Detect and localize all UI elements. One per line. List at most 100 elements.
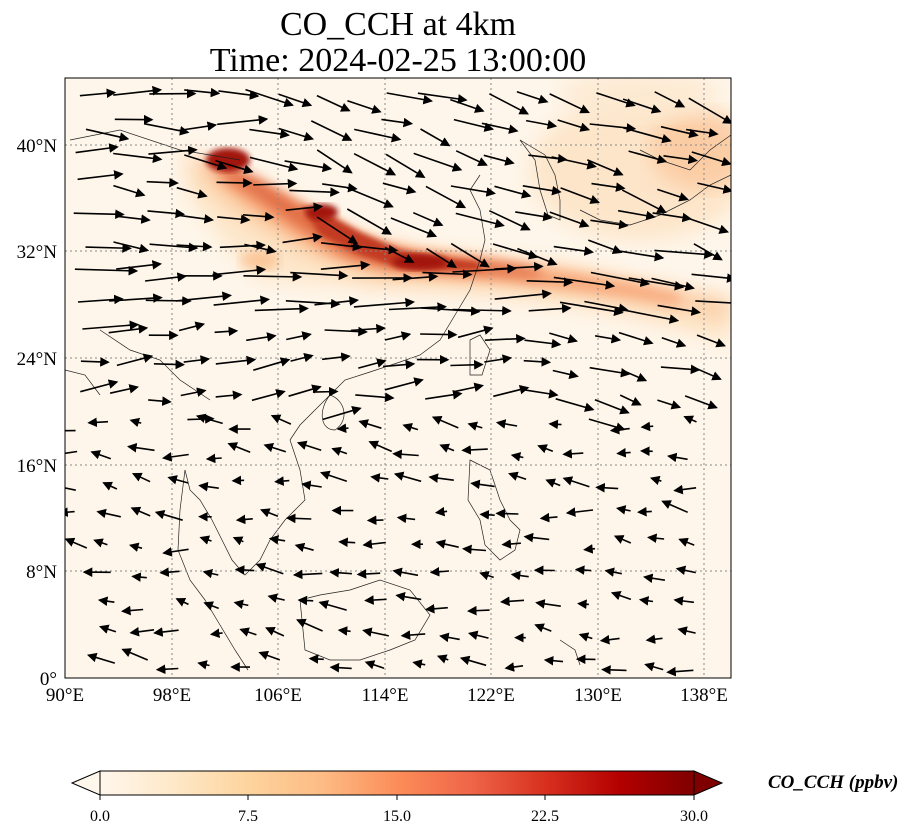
wind-arrow [535,599,561,609]
wind-arrow [522,185,562,196]
wind-arrow [661,337,687,348]
x-tick: 98°E [153,685,191,706]
x-tick: 106°E [254,685,302,706]
wind-arrow [555,398,595,412]
wind-arrow [623,127,672,144]
wind-arrow [651,277,695,291]
wind-arrow [516,90,549,104]
wind-arrow [274,476,290,486]
colorbar-label: CO_CCH (ppbv) [768,772,898,793]
y-axis-ticks: 0° 8°N 16°N 24°N 32°N 40°N [17,136,58,690]
wind-arrow [388,302,447,312]
wind-arrow [613,535,632,544]
wind-arrow [346,186,394,208]
wind-arrow [85,243,132,253]
wind-arrow [113,184,146,198]
wind-arrow [426,247,458,268]
wind-arrow [439,632,460,643]
wind-arrow [301,480,322,491]
wind-arrow [578,632,593,642]
wind-arrow [420,329,458,340]
wind-arrow [316,216,359,244]
x-tick: 90°E [46,685,84,706]
wind-arrow [434,506,448,517]
wind-arrow [647,533,665,543]
wind-arrow [233,599,249,609]
wind-arrow [654,249,714,260]
wind-arrow [79,88,117,99]
wind-arrow [80,379,119,393]
wind-arrow [118,214,151,224]
wind-arrow [685,128,719,138]
wind-arrow [217,214,251,224]
wind-arrow [421,306,481,316]
wind-arrow [384,246,415,263]
wind-arrow [209,628,223,639]
wind-arrow [621,189,667,214]
wind-arrow [176,186,208,199]
wind-arrow [199,535,212,545]
wind-arrow [285,513,312,524]
wind-arrow [640,421,654,432]
wind-arrow [155,664,179,675]
wind-arrow [153,359,186,370]
wind-arrow [649,475,662,486]
map-frame [64,77,732,679]
wind-arrow [184,154,228,171]
wind-arrow [128,542,143,552]
wind-arrow [420,128,451,147]
wind-arrow [594,333,622,344]
wind-arrow [501,539,521,549]
wind-arrow [452,305,512,316]
wind-arrow [249,128,290,139]
wind-arrow [336,423,349,434]
wind-arrow [450,98,485,113]
wind-arrow [292,569,323,580]
wind-arrow [149,242,199,253]
wind-arrow [364,595,387,605]
wind-arrow [297,595,314,606]
wind-arrow [492,243,539,260]
wind-arrow [354,128,402,143]
wind-arrow [691,151,731,167]
wind-arrow [366,515,384,526]
wind-arrow [667,452,688,463]
wind-arrow [195,413,223,425]
wind-arrow [525,119,558,130]
wind-arrow [350,323,386,334]
wind-arrow [353,152,397,176]
wind-arrow [346,208,392,235]
wind-arrow [479,571,494,581]
wind-arrow [461,445,488,455]
wind-arrow [428,473,454,483]
wind-arrow [616,448,631,458]
wind-arrow [596,92,636,108]
wind-arrow [153,627,179,637]
wind-arrow [392,449,419,460]
y-tick: 24°N [17,349,58,370]
wind-arrow [178,321,206,332]
wind-arrow [616,249,665,262]
gridlines [65,78,731,678]
wind-arrow [543,655,564,666]
wind-arrow [586,159,624,176]
wind-arrow [322,405,362,421]
wind-arrow [296,618,323,632]
wind-arrow [385,153,426,179]
wind-arrow [219,240,266,251]
wind-arrow [253,357,291,371]
wind-arrow [383,359,416,370]
wind-arrow [316,94,351,112]
wind-arrow [523,532,550,543]
map-panel [64,77,732,679]
wind-arrow [218,90,260,100]
wind-arrow [178,214,214,224]
wind-arrow [65,537,88,549]
wind-arrow [425,390,463,400]
wind-arrow [243,272,303,282]
wind-arrow [175,291,232,302]
wind-arrow [331,446,348,456]
wind-arrow [294,542,314,553]
wind-arrow [127,442,155,453]
wind-arrow [227,442,251,453]
